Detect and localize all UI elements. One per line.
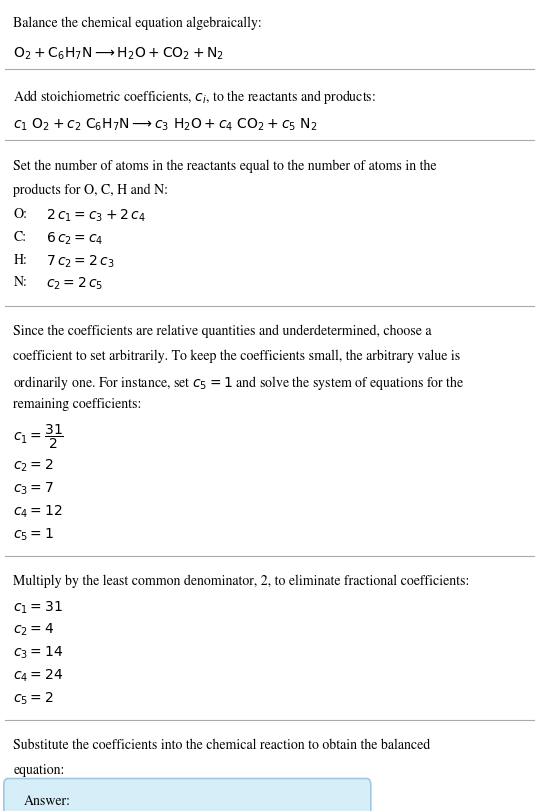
Text: Answer:: Answer: — [24, 793, 71, 806]
Text: $7\,c_2 = 2\,c_3$: $7\,c_2 = 2\,c_3$ — [46, 253, 114, 269]
Text: coefficient to set arbitrarily. To keep the coefficients small, the arbitrary va: coefficient to set arbitrarily. To keep … — [13, 349, 461, 362]
Text: $c_1 = \dfrac{31}{2}$: $c_1 = \dfrac{31}{2}$ — [13, 422, 64, 450]
Text: $c_2 = 4$: $c_2 = 4$ — [13, 621, 55, 637]
Text: $c_5 = 1$: $c_5 = 1$ — [13, 526, 54, 542]
Text: $6\,c_2 = c_4$: $6\,c_2 = c_4$ — [46, 230, 103, 247]
Text: Set the number of atoms in the reactants equal to the number of atoms in the: Set the number of atoms in the reactants… — [13, 159, 437, 172]
Text: Substitute the coefficients into the chemical reaction to obtain the balanced: Substitute the coefficients into the che… — [13, 738, 431, 751]
Text: $c_1 = 31$: $c_1 = 31$ — [13, 599, 63, 615]
Text: products for O, C, H and N:: products for O, C, H and N: — [13, 183, 169, 196]
Text: $c_2 = 2$: $c_2 = 2$ — [13, 457, 54, 474]
Text: C:: C: — [13, 230, 26, 243]
Text: $c_4 = 12$: $c_4 = 12$ — [13, 503, 63, 519]
Text: $c_1\ \mathrm{O_2} + c_2\ \mathrm{C_6H_7N} \longrightarrow c_3\ \mathrm{H_2O} + : $c_1\ \mathrm{O_2} + c_2\ \mathrm{C_6H_7… — [13, 117, 318, 133]
Text: $2\,c_1 = c_3 + 2\,c_4$: $2\,c_1 = c_3 + 2\,c_4$ — [46, 208, 146, 224]
Text: $c_2 = 2\,c_5$: $c_2 = 2\,c_5$ — [46, 276, 103, 292]
Text: N:: N: — [13, 276, 27, 289]
Text: remaining coefficients:: remaining coefficients: — [13, 397, 142, 410]
Text: $c_3 = 14$: $c_3 = 14$ — [13, 644, 64, 660]
Text: H:: H: — [13, 253, 27, 266]
Text: Since the coefficients are relative quantities and underdetermined, choose a: Since the coefficients are relative quan… — [13, 324, 432, 337]
Text: Add stoichiometric coefficients, $c_i$, to the reactants and products:: Add stoichiometric coefficients, $c_i$, … — [13, 88, 376, 105]
Text: $c_4 = 24$: $c_4 = 24$ — [13, 667, 64, 683]
Text: $c_3 = 7$: $c_3 = 7$ — [13, 480, 54, 496]
Text: $\mathrm{O_2 + C_6H_7N} \longrightarrow \mathrm{H_2O + CO_2 + N_2}$: $\mathrm{O_2 + C_6H_7N} \longrightarrow … — [13, 45, 225, 62]
Text: equation:: equation: — [13, 762, 65, 775]
FancyBboxPatch shape — [4, 779, 371, 811]
Text: $c_5 = 2$: $c_5 = 2$ — [13, 689, 54, 706]
Text: O:: O: — [13, 208, 27, 221]
Text: Multiply by the least common denominator, 2, to eliminate fractional coefficient: Multiply by the least common denominator… — [13, 574, 470, 587]
Text: ordinarily one. For instance, set $c_5 = 1$ and solve the system of equations fo: ordinarily one. For instance, set $c_5 =… — [13, 373, 465, 391]
Text: Balance the chemical equation algebraically:: Balance the chemical equation algebraica… — [13, 16, 262, 29]
